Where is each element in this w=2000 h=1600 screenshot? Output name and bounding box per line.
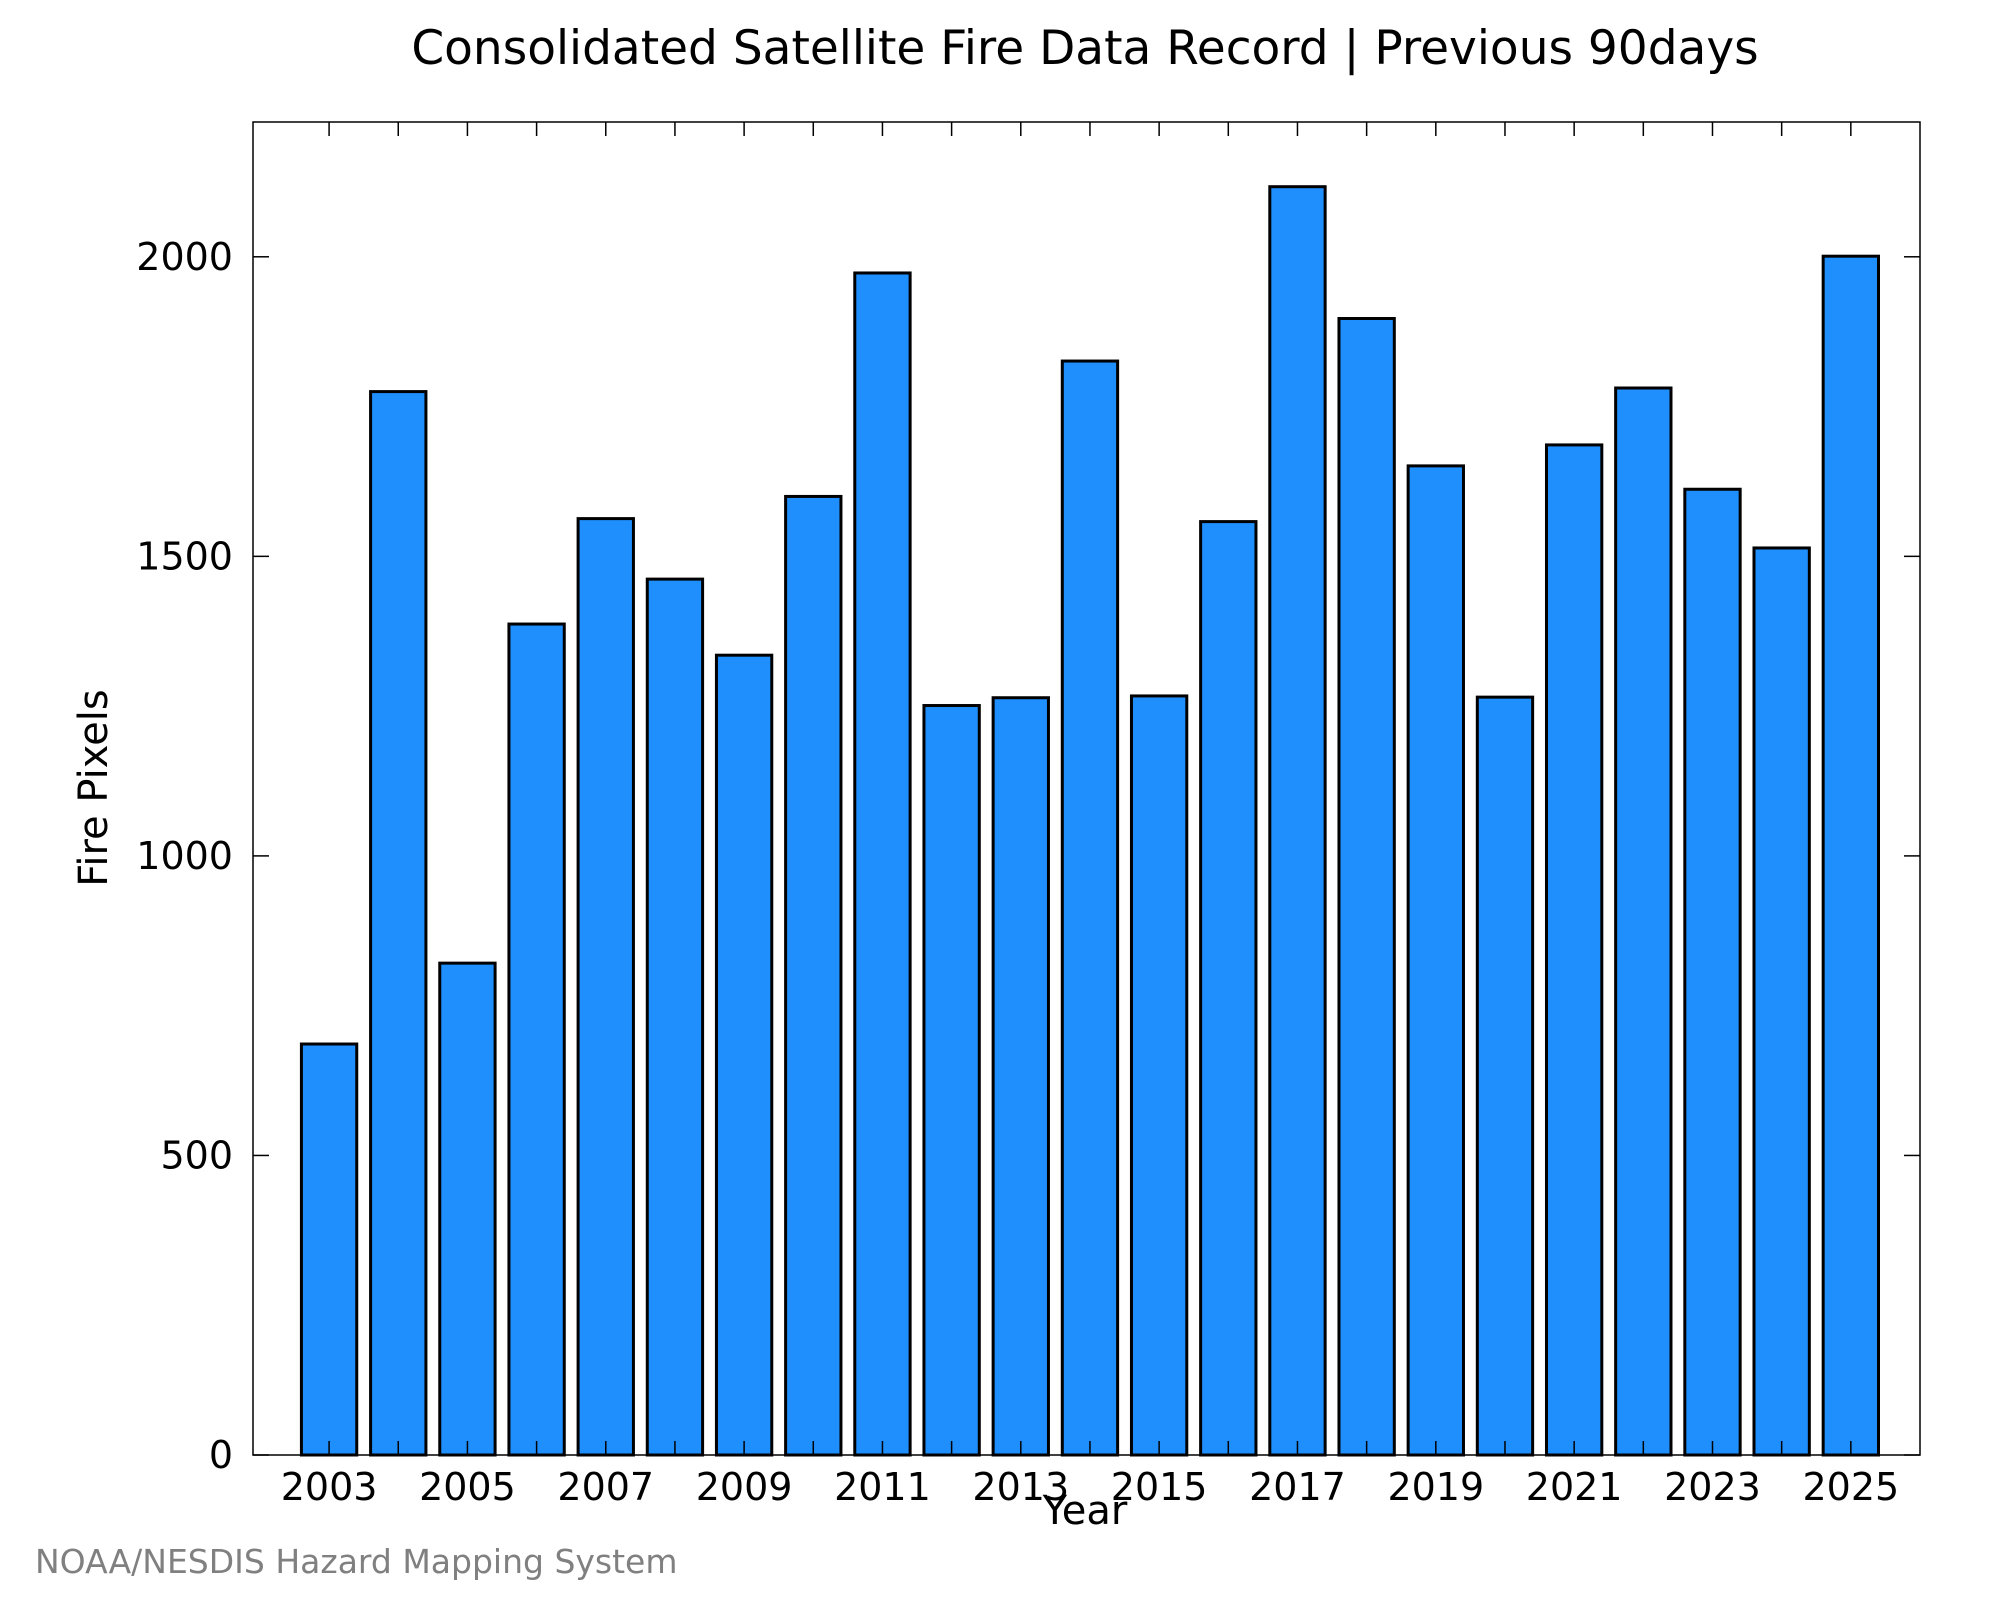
bar-2024 <box>1752 546 1811 1457</box>
y-tick-label-1500: 1500 <box>136 534 233 578</box>
bar-2025 <box>1821 254 1880 1457</box>
bar-2007 <box>576 517 635 1457</box>
chart-title: Consolidated Satellite Fire Data Record … <box>411 21 1758 76</box>
y-tick-label-2000: 2000 <box>136 235 233 279</box>
y-tick-label-500: 500 <box>160 1133 233 1177</box>
x-tick-label-2009: 2009 <box>696 1465 793 1509</box>
bar-2010 <box>784 494 843 1457</box>
y-axis-label: Fire Pixels <box>71 689 117 886</box>
bar-2023 <box>1683 487 1742 1457</box>
bar-2005 <box>438 961 497 1457</box>
x-tick-label-2019: 2019 <box>1387 1465 1484 1509</box>
x-tick-label-2015: 2015 <box>1111 1465 1208 1509</box>
x-tick-label-2005: 2005 <box>419 1465 516 1509</box>
x-tick-label-2011: 2011 <box>834 1465 931 1509</box>
bar-2012 <box>922 704 981 1457</box>
bar-2004 <box>369 390 428 1457</box>
x-tick-label-2023: 2023 <box>1664 1465 1761 1509</box>
bar-2009 <box>714 653 774 1457</box>
y-tick-label-1000: 1000 <box>136 834 233 878</box>
bar-2008 <box>645 577 705 1457</box>
bar-2021 <box>1544 443 1604 1457</box>
bar-2020 <box>1475 695 1535 1457</box>
bar-2003 <box>299 1042 359 1457</box>
bar-2019 <box>1406 464 1465 1457</box>
x-tick-label-2017: 2017 <box>1249 1465 1346 1509</box>
bars-layer <box>299 185 1880 1457</box>
x-axis-label: Year <box>1042 1488 1128 1534</box>
bar-2022 <box>1614 386 1673 1457</box>
x-axis-ticks: 2003 2005 2007 2009 2011 2013 2015 2017 2019 2021… <box>281 122 1899 1509</box>
bar-2014 <box>1060 359 1120 1457</box>
x-tick-label-2025: 2025 <box>1802 1465 1899 1509</box>
bar-2006 <box>507 622 566 1457</box>
credit-text: NOAA/NESDIS Hazard Mapping System <box>35 1542 678 1581</box>
plot-frame <box>252 121 1921 1456</box>
bar-2013 <box>991 696 1050 1457</box>
x-tick-label-2007: 2007 <box>557 1465 654 1509</box>
y-tick-label-0: 0 <box>209 1433 233 1477</box>
bar-2011 <box>853 271 912 1457</box>
bar-2018 <box>1337 317 1396 1457</box>
x-tick-label-2013: 2013 <box>972 1465 1069 1509</box>
x-tick-label-2003: 2003 <box>281 1465 378 1509</box>
bar-2016 <box>1199 520 1258 1457</box>
x-tick-label-2021: 2021 <box>1526 1465 1623 1509</box>
y-axis-ticks: 0 500 1000 1500 2000 <box>136 235 1920 1477</box>
bar-2017 <box>1268 185 1327 1457</box>
bar-2015 <box>1129 694 1189 1457</box>
